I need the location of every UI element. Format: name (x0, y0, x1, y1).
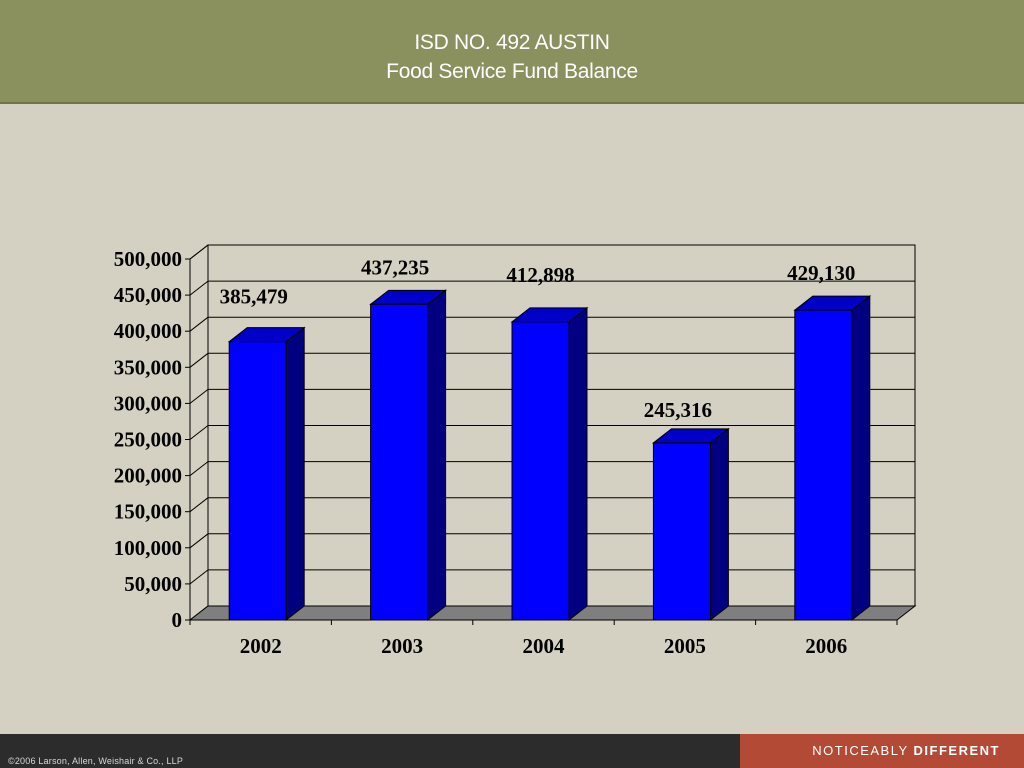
side-wall-gridline (189, 569, 209, 585)
title-banner: ISD NO. 492 AUSTIN Food Service Fund Bal… (0, 0, 1024, 104)
tagline-text: NOTICEABLY DIFFERENT (740, 743, 1000, 758)
tagline-bold: DIFFERENT (913, 743, 1000, 758)
tagline-regular: NOTICEABLY (812, 743, 914, 758)
x-tick-label: 2004 (523, 634, 566, 658)
y-tick-label: 250,000 (114, 428, 182, 452)
side-wall-gridline (189, 461, 209, 476)
bar-side-2003 (427, 289, 447, 622)
y-tick-label: 0 (172, 608, 183, 632)
y-tick-label: 400,000 (114, 319, 182, 343)
data-label: 412,898 (506, 263, 574, 287)
bar-side-2006 (851, 295, 871, 622)
y-tick-label: 100,000 (114, 536, 182, 560)
side-wall-top-edge (189, 244, 209, 260)
side-wall-gridline (189, 352, 209, 368)
side-wall-gridline (189, 316, 209, 332)
y-tick-label: 200,000 (114, 464, 182, 488)
y-tick-label: 50,000 (124, 572, 182, 596)
copyright-text: ©2006 Larson, Allen, Weishair & Co., LLP (8, 756, 184, 766)
side-wall-gridline (189, 425, 209, 440)
chart-bars (227, 289, 872, 622)
data-label: 385,479 (220, 285, 288, 309)
y-tick-label: 350,000 (114, 355, 182, 379)
y-tick-label: 150,000 (114, 500, 182, 524)
x-tick-label: 2005 (664, 634, 706, 658)
bar-2004 (511, 321, 570, 621)
y-tick-label: 300,000 (114, 391, 182, 415)
bar-2006 (794, 309, 853, 621)
x-tick-label: 2006 (805, 634, 847, 658)
bar-side-2004 (568, 306, 588, 622)
chart-data-labels: 385,479 437,235 412,898 245,316 429,130 (220, 255, 856, 422)
slide-subtitle: Food Service Fund Balance (386, 60, 638, 83)
chart-tick-labels: 0 50,000 100,000 150,000 200,000 250,000 300,0… (114, 247, 848, 658)
data-label: 245,316 (644, 398, 712, 422)
x-tick-label: 2003 (381, 634, 423, 658)
x-tick-label: 2002 (240, 634, 282, 658)
fund-balance-chart: 0 50,000 100,000 150,000 200,000 250,000 300,0… (114, 244, 917, 658)
bar-2003 (370, 303, 429, 621)
slide-title: ISD NO. 492 AUSTIN (414, 31, 610, 54)
y-tick-label: 500,000 (114, 247, 182, 271)
side-wall-gridline (189, 280, 209, 296)
bar-2002 (228, 341, 287, 621)
side-wall-gridline (189, 497, 209, 513)
side-wall-gridline (189, 533, 209, 549)
bar-side-2002 (285, 326, 305, 622)
bar-side-2005 (709, 427, 729, 622)
data-label: 429,130 (787, 261, 855, 285)
tagline-banner: NOTICEABLY DIFFERENT (740, 734, 1024, 768)
data-label: 437,235 (361, 255, 429, 279)
footer-bar: ©2006 Larson, Allen, Weishair & Co., LLP… (0, 734, 1024, 768)
bar-2005 (652, 442, 711, 621)
y-tick-label: 450,000 (114, 283, 182, 307)
side-wall-gridline (189, 389, 209, 404)
